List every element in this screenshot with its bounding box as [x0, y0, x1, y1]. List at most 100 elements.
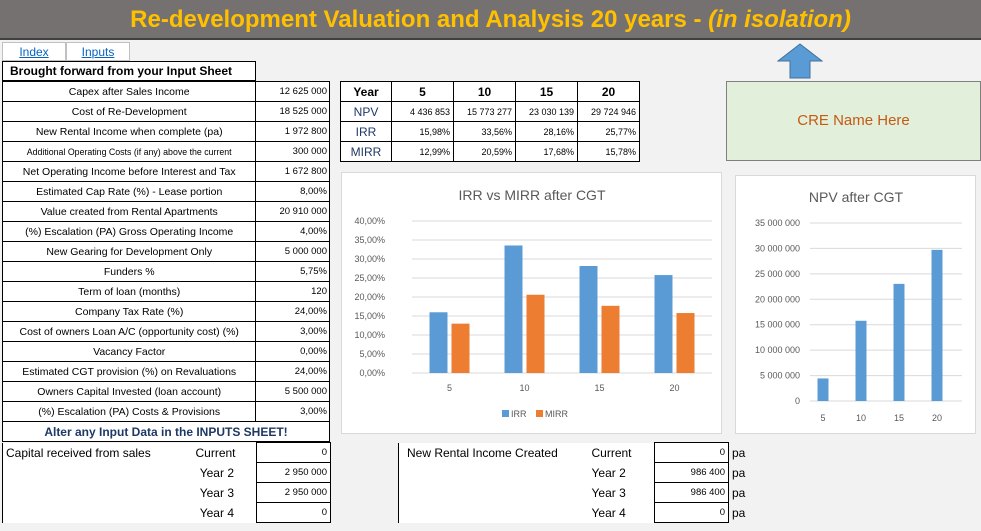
- input-value[interactable]: 5,75%: [255, 261, 330, 282]
- input-value[interactable]: 24,00%: [255, 301, 330, 322]
- input-section-header: Brought forward from your Input Sheet: [2, 61, 256, 81]
- irr-cell[interactable]: 15,98%: [391, 121, 454, 142]
- y-tick-label: 35,00%: [354, 235, 385, 245]
- input-label: (%) Escalation (PA) Gross Operating Inco…: [1, 221, 257, 242]
- input-value[interactable]: 300 000: [255, 141, 330, 162]
- capital-value-cell[interactable]: 2 950 000: [256, 462, 331, 483]
- inputs-link[interactable]: Inputs: [66, 42, 130, 61]
- input-label: Owners Capital Invested (loan account): [1, 381, 257, 402]
- rental-unit: pa: [732, 485, 746, 500]
- bar-mirr: [601, 305, 620, 373]
- cre-name-box[interactable]: CRE Name Here: [726, 81, 981, 161]
- input-label: Additional Operating Costs (if any) abov…: [1, 141, 257, 162]
- input-label: Cost of Re-Development: [1, 101, 257, 122]
- capital-period: Year 3: [192, 482, 257, 503]
- input-row: Company Tax Rate (%) 24,00%: [1, 301, 330, 322]
- npv-cell[interactable]: 23 030 139: [515, 101, 578, 122]
- input-label: Term of loan (months): [1, 281, 257, 302]
- rental-value-cell[interactable]: 986 400: [654, 482, 729, 503]
- irr-cell[interactable]: 28,16%: [515, 121, 578, 142]
- year-header-cell[interactable]: 15: [515, 81, 578, 102]
- input-value[interactable]: 5 500 000: [255, 381, 330, 402]
- y-tick-label: 5 000 000: [760, 371, 800, 381]
- capital-value-cell[interactable]: 0: [256, 502, 331, 523]
- rental-value-cell[interactable]: 986 400: [654, 462, 729, 483]
- capital-period: Year 4: [192, 502, 257, 523]
- rental-value-cell[interactable]: 0: [654, 502, 729, 523]
- npv-chart-panel[interactable]: NPV after CGT 0 5 000 000 10 000 000 15 000 …: [735, 175, 976, 434]
- input-row: (%) Escalation (PA) Costs & Provisions 3,…: [1, 401, 330, 422]
- y-tick-label: 35 000 000: [755, 218, 800, 228]
- title-italic: (in isolation): [708, 6, 851, 33]
- input-label: Value created from Rental Apartments: [1, 201, 257, 222]
- year-header-cell[interactable]: 10: [453, 81, 516, 102]
- input-value[interactable]: 3,00%: [255, 401, 330, 422]
- x-tick-label: 5: [820, 413, 825, 423]
- input-row: Cost of owners Loan A/C (opportunity cos…: [1, 321, 330, 342]
- x-tick-label: 20: [669, 383, 679, 393]
- bar-npv: [855, 320, 867, 401]
- input-value[interactable]: 1 672 800: [255, 161, 330, 182]
- input-value[interactable]: 5 000 000: [255, 241, 330, 262]
- input-label: Company Tax Rate (%): [1, 301, 257, 322]
- rental-value-cell[interactable]: 0: [654, 442, 729, 463]
- irr-mirr-chart: IRR vs MIRR after CGT 0,00% 5,00% 10,00% 15,…: [354, 187, 712, 419]
- capital-value-cell[interactable]: 0: [256, 442, 331, 463]
- year-header-label: Year: [340, 81, 392, 102]
- input-label: (%) Escalation (PA) Costs & Provisions: [1, 401, 257, 422]
- input-row: New Gearing for Development Only 5 000 00…: [1, 241, 330, 262]
- year-results-table: Year 5 10 15 20 NPV 4 436 853 15 773 277…: [340, 81, 640, 162]
- capital-period: Year 2: [192, 462, 257, 483]
- input-value[interactable]: 1 972 800: [255, 121, 330, 142]
- x-tick-label: 15: [594, 383, 604, 393]
- input-value[interactable]: 12 625 000: [255, 81, 330, 102]
- npv-cell[interactable]: 15 773 277: [453, 101, 516, 122]
- x-tick-label: 10: [856, 413, 866, 423]
- capital-value-cell[interactable]: 2 950 000: [256, 482, 331, 503]
- irr-mirr-chart-panel[interactable]: IRR vs MIRR after CGT 0,00% 5,00% 10,00% 15,…: [341, 172, 722, 434]
- input-row: New Rental Income when complete (pa) 1 97…: [1, 121, 330, 142]
- y-tick-label: 40,00%: [354, 216, 385, 226]
- index-link[interactable]: Index: [2, 42, 66, 61]
- npv-row: NPV 4 436 853 15 773 277 23 030 139 29 7…: [340, 101, 640, 122]
- mirr-row: MIRR 12,99% 20,59% 17,68% 15,78%: [340, 141, 640, 162]
- mirr-cell[interactable]: 20,59%: [453, 141, 516, 162]
- year-header-cell[interactable]: 5: [391, 81, 454, 102]
- mirr-cell[interactable]: 12,99%: [391, 141, 454, 162]
- y-tick-label: 0,00%: [359, 368, 385, 378]
- irr-cell[interactable]: 33,56%: [453, 121, 516, 142]
- input-row: Funders % 5,75%: [1, 261, 330, 282]
- input-value[interactable]: 3,00%: [255, 321, 330, 342]
- up-arrow-icon[interactable]: [777, 43, 823, 79]
- npv-cell[interactable]: 4 436 853: [391, 101, 454, 122]
- irr-cell[interactable]: 25,77%: [577, 121, 640, 142]
- year-header-cell[interactable]: 20: [577, 81, 640, 102]
- input-row: Value created from Rental Apartments 20 9…: [1, 201, 330, 222]
- title-main: Re-development Valuation and Analysis 20…: [130, 6, 709, 33]
- legend-swatch-irr: [502, 410, 509, 417]
- input-value[interactable]: 18 525 000: [255, 101, 330, 122]
- mirr-cell[interactable]: 15,78%: [577, 141, 640, 162]
- input-value[interactable]: 20 910 000: [255, 201, 330, 222]
- alter-inputs-note: Alter any Input Data in the INPUTS SHEET…: [2, 421, 330, 442]
- mirr-cell[interactable]: 17,68%: [515, 141, 578, 162]
- input-label: Capex after Sales Income: [1, 81, 257, 102]
- bar-mirr: [451, 323, 470, 373]
- bar-npv: [817, 378, 829, 401]
- input-value[interactable]: 8,00%: [255, 181, 330, 202]
- npv-cell[interactable]: 29 724 946: [577, 101, 640, 122]
- x-tick-label: 15: [894, 413, 904, 423]
- input-row: Owners Capital Invested (loan account) 5 …: [1, 381, 330, 402]
- npv-label: NPV: [340, 101, 392, 122]
- bar-irr: [654, 275, 673, 373]
- input-table: Capex after Sales Income 12 625 000 Cost o…: [1, 81, 330, 422]
- input-value[interactable]: 0,00%: [255, 341, 330, 362]
- irr-row: IRR 15,98% 33,56% 28,16% 25,77%: [340, 121, 640, 142]
- input-label: New Gearing for Development Only: [1, 241, 257, 262]
- x-tick-label: 10: [519, 383, 529, 393]
- npv-chart: NPV after CGT 0 5 000 000 10 000 000 15 000 …: [755, 189, 962, 423]
- y-tick-label: 25 000 000: [755, 269, 800, 279]
- input-value[interactable]: 4,00%: [255, 221, 330, 242]
- input-value[interactable]: 24,00%: [255, 361, 330, 382]
- input-value[interactable]: 120: [255, 281, 330, 302]
